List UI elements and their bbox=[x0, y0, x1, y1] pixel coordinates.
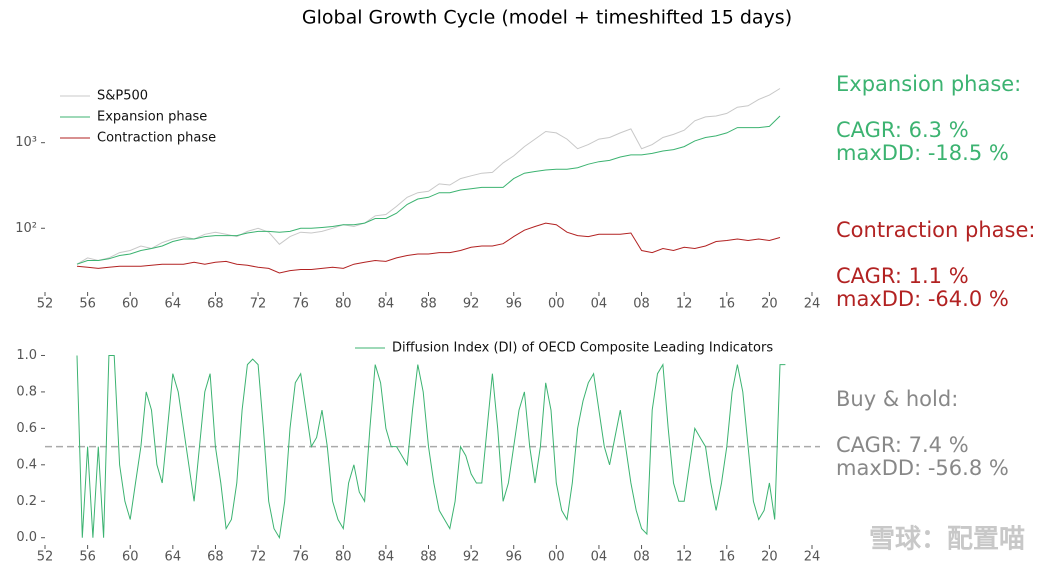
x-tick-label: 52 bbox=[37, 297, 54, 312]
annotation-cagr: CAGR: 7.4 % bbox=[836, 433, 969, 457]
x-tick-label: 84 bbox=[378, 550, 395, 565]
x-tick-label: 00 bbox=[548, 550, 565, 565]
annotation-cagr: CAGR: 1.1 % bbox=[836, 264, 969, 288]
x-tick-label: 64 bbox=[165, 550, 182, 565]
x-tick-label: 56 bbox=[79, 550, 96, 565]
annotation-heading: Contraction phase: bbox=[836, 218, 1035, 242]
x-tick-label: 20 bbox=[761, 297, 778, 312]
x-tick-label: 72 bbox=[250, 297, 267, 312]
annotation-maxdd: maxDD: -18.5 % bbox=[836, 141, 1009, 165]
series-line bbox=[76, 355, 786, 540]
x-tick-label: 96 bbox=[505, 297, 522, 312]
x-tick-label: 04 bbox=[591, 550, 608, 565]
annotation-heading: Buy & hold: bbox=[836, 387, 958, 411]
x-tick-label: 12 bbox=[676, 297, 693, 312]
legend-label: Diffusion Index (DI) of OECD Composite L… bbox=[392, 341, 773, 356]
y-tick-label: 0.4 bbox=[16, 457, 37, 472]
x-tick-label: 84 bbox=[378, 297, 395, 312]
x-tick-label: 56 bbox=[79, 297, 96, 312]
watermark: 雪球：配置喵 bbox=[869, 525, 1025, 555]
series-line bbox=[76, 115, 781, 265]
y-tick-label: 0.6 bbox=[16, 421, 37, 436]
annotation-heading: Expansion phase: bbox=[836, 72, 1021, 96]
x-tick-label: 64 bbox=[165, 297, 182, 312]
x-tick-label: 72 bbox=[250, 550, 267, 565]
x-tick-label: 88 bbox=[420, 297, 437, 312]
x-tick-label: 16 bbox=[719, 297, 736, 312]
figure-title: Global Growth Cycle (model + timeshifted… bbox=[302, 7, 792, 29]
y-tick-label: 0.2 bbox=[16, 494, 37, 509]
y-tick-label: 0.0 bbox=[16, 530, 37, 545]
x-tick-label: 92 bbox=[463, 550, 480, 565]
x-tick-label: 60 bbox=[122, 550, 139, 565]
x-tick-label: 80 bbox=[335, 297, 352, 312]
annotation-maxdd: maxDD: -64.0 % bbox=[836, 287, 1009, 311]
x-tick-label: 12 bbox=[676, 550, 693, 565]
x-tick-label: 88 bbox=[420, 550, 437, 565]
y-tick-label: 0.8 bbox=[16, 384, 37, 399]
x-tick-label: 80 bbox=[335, 550, 352, 565]
x-tick-label: 20 bbox=[761, 550, 778, 565]
x-tick-label: 52 bbox=[37, 550, 54, 565]
legend-label: S&P500 bbox=[97, 89, 148, 104]
x-tick-label: 60 bbox=[122, 297, 139, 312]
x-tick-label: 00 bbox=[548, 297, 565, 312]
x-tick-label: 08 bbox=[633, 297, 650, 312]
x-tick-label: 16 bbox=[719, 550, 736, 565]
x-tick-label: 04 bbox=[591, 297, 608, 312]
series-line bbox=[76, 222, 781, 274]
annotation-maxdd: maxDD: -56.8 % bbox=[836, 456, 1009, 480]
y-tick-label: 10² bbox=[15, 221, 37, 236]
legend-label: Expansion phase bbox=[97, 110, 207, 125]
x-tick-label: 68 bbox=[207, 550, 224, 565]
y-tick-label: 10³ bbox=[15, 135, 37, 150]
x-tick-label: 68 bbox=[207, 297, 224, 312]
x-tick-label: 24 bbox=[804, 297, 821, 312]
y-tick-label: 1.0 bbox=[16, 348, 37, 363]
x-tick-label: 76 bbox=[292, 550, 309, 565]
x-tick-label: 08 bbox=[633, 550, 650, 565]
x-tick-label: 92 bbox=[463, 297, 480, 312]
x-tick-label: 24 bbox=[804, 550, 821, 565]
legend-label: Contraction phase bbox=[97, 131, 216, 146]
x-tick-label: 96 bbox=[505, 550, 522, 565]
annotation-cagr: CAGR: 6.3 % bbox=[836, 118, 969, 142]
x-tick-label: 76 bbox=[292, 297, 309, 312]
